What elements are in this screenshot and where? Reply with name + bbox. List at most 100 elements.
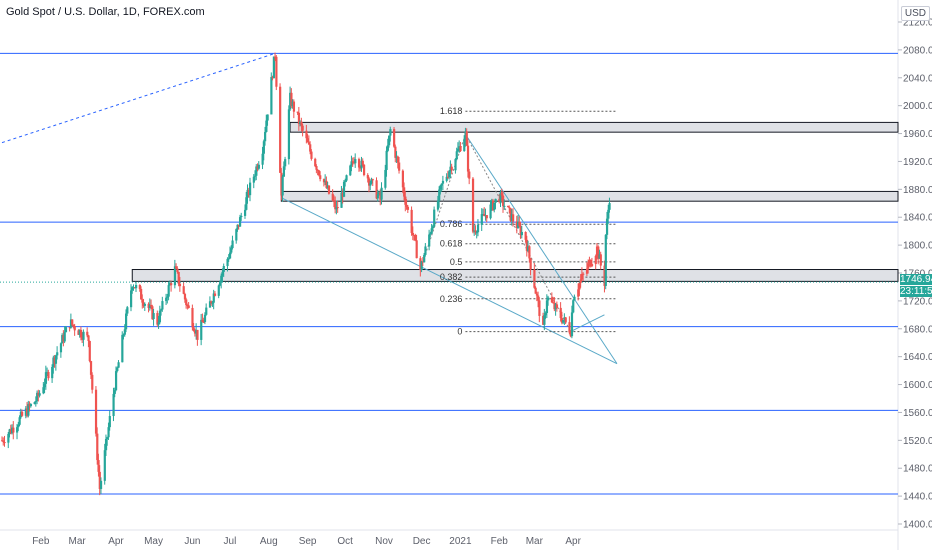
candle-body [131,287,134,291]
candle-body [248,182,252,196]
candle-body [29,404,33,407]
currency-label[interactable]: USD [900,6,930,21]
candle-body [379,192,382,200]
candle-body [594,255,597,265]
candle-body [24,408,27,416]
candle-body [471,178,475,232]
candle-body [27,404,30,416]
candle-body [599,254,602,266]
candle-body [221,271,224,276]
candle-body [428,234,431,247]
zone-rectangle [289,121,899,133]
candle-body [605,218,609,235]
candle-body [292,101,296,112]
candle-body [143,303,146,306]
candle-body [261,153,264,165]
candle-body [534,287,537,294]
candle-body [458,146,461,149]
y-tick-label: 1960.00 [903,129,932,140]
candle-body [588,260,591,264]
candle-body [289,92,292,110]
candle-body [336,207,339,209]
candle-body [124,313,128,330]
candle-body [585,268,589,274]
candle-body [112,393,115,417]
candle-body [1,440,4,442]
candle-body [413,235,416,237]
candle-body [165,297,168,302]
candle-body [193,330,197,334]
candle-body [16,427,19,433]
candle-body [73,325,76,331]
candle-body [369,183,372,186]
candle-body [211,302,214,304]
candle-body [555,304,559,308]
candle-body [354,159,357,164]
candle-body [563,317,566,321]
candle-body [500,192,503,196]
candle-body [156,313,159,325]
candle-body [420,261,423,270]
candle-body [226,258,229,267]
candle-body [403,187,406,197]
candle-body [132,287,135,289]
candle-body [485,215,488,219]
candle-body [183,293,187,300]
candle-body [378,192,381,195]
candle-body [54,355,58,364]
candle-body [152,313,155,320]
countdown-badge: 23:11:57 [900,286,932,298]
candle-body [357,159,361,168]
candle-body [141,299,144,303]
candle-body [542,315,545,325]
candle-body [533,269,536,288]
fib-level-label: 0.618 [440,239,463,249]
zone-rectangle [131,269,899,282]
candle-body [210,301,213,304]
candle-body [247,189,250,196]
y-tick-label: 1760.00 [903,269,932,280]
candle-body [237,224,240,227]
candle-body [17,424,20,428]
candle-body [424,246,427,255]
candle-body [53,357,56,364]
candle-body [220,275,223,283]
candle-body [465,131,468,146]
candle-body [108,416,111,428]
candle-body [72,324,75,326]
candle-body [476,224,480,233]
candle-body [257,164,260,169]
y-tick-label: 1720.00 [903,296,932,307]
candle-body [547,297,550,301]
candle-body [608,203,611,210]
candle-body [507,205,510,208]
candle-body [449,166,452,172]
x-tick-label: Oct [337,536,353,547]
candle-body [9,429,12,434]
candle-body [69,319,73,328]
candle-body [520,231,523,236]
candle-body [580,273,584,280]
candle-body [484,215,487,217]
candle-body [362,164,366,176]
candle-body [538,300,541,316]
candle-body [578,282,581,290]
candle-body [63,332,66,342]
candle-body [166,296,169,298]
x-tick-label: Mar [526,536,544,547]
candle-body [256,166,259,169]
candle-body [270,76,273,115]
candle-body [406,206,410,210]
candle-body [474,230,477,233]
x-tick-label: Feb [491,536,509,547]
x-tick-label: Nov [375,536,393,547]
candle-body [113,390,116,394]
candle-body [51,366,54,379]
candle-body [398,162,401,171]
candle-body [524,231,527,240]
candle-body [64,327,68,333]
candle-body [342,181,346,197]
candle-body [319,175,322,180]
candle-body [361,160,364,165]
